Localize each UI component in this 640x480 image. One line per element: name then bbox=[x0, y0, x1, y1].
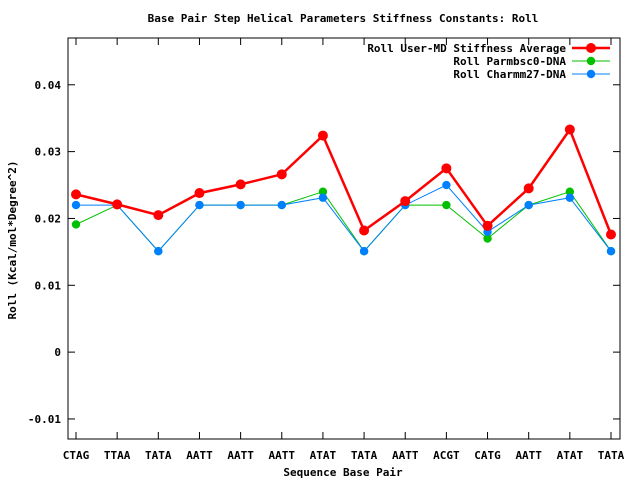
y-axis-ticks: -0.01 0 0.01 0.02 0.03 0.04 bbox=[28, 79, 620, 426]
y-axis-label: Roll (Kcal/mol*Degree^2) bbox=[6, 161, 19, 320]
data-point bbox=[318, 187, 328, 196]
chart-title: Base Pair Step Helical Parameters Stiffn… bbox=[148, 12, 539, 25]
data-point bbox=[153, 210, 164, 221]
data-point bbox=[195, 200, 204, 210]
series-line bbox=[76, 184, 612, 252]
x-tick-label: AATT bbox=[186, 449, 213, 462]
data-point bbox=[564, 124, 575, 135]
x-tick-label: TATA bbox=[598, 449, 625, 462]
legend-label: Roll Charmm27-DNA bbox=[453, 68, 566, 81]
data-point bbox=[71, 200, 81, 210]
legend-label: Roll Parmbsc0-DNA bbox=[453, 55, 566, 68]
y-tick-label: 0.01 bbox=[35, 279, 62, 292]
data-point bbox=[400, 196, 411, 207]
data-point bbox=[524, 200, 533, 210]
series-3 bbox=[71, 180, 616, 256]
plot-border bbox=[67, 37, 621, 440]
data-point bbox=[112, 199, 123, 210]
y-tick-label: 0.02 bbox=[35, 212, 62, 225]
data-point bbox=[276, 169, 287, 180]
data-point bbox=[442, 200, 451, 210]
y-tick-label: 0 bbox=[54, 346, 61, 359]
data-point bbox=[442, 180, 451, 190]
x-axis-ticks: CTAG TTAA TATA AATT AATT AATT ATAT TATA AATT ACGT… bbox=[63, 38, 625, 462]
data-point bbox=[317, 130, 328, 141]
data-point bbox=[565, 193, 575, 202]
data-point bbox=[606, 246, 616, 256]
x-tick-label: ACGT bbox=[433, 449, 460, 462]
legend-marker bbox=[586, 69, 596, 79]
data-point bbox=[523, 183, 534, 194]
data-point bbox=[71, 189, 81, 200]
data-point bbox=[483, 234, 492, 243]
y-tick-label: 0.04 bbox=[35, 79, 62, 92]
x-axis-label: Sequence Base Pair bbox=[283, 466, 403, 479]
data-point bbox=[318, 193, 328, 202]
data-point bbox=[359, 246, 369, 256]
series-1 bbox=[71, 124, 616, 240]
legend-marker bbox=[586, 56, 596, 66]
x-tick-label: AATT bbox=[515, 449, 542, 462]
y-tick-label: 0.03 bbox=[35, 146, 62, 159]
legend-label: Roll User-MD Stiffness Average bbox=[367, 42, 566, 55]
data-point bbox=[606, 229, 616, 240]
x-tick-label: ATAT bbox=[557, 449, 584, 462]
x-tick-label: CTAG bbox=[63, 449, 90, 462]
data-point bbox=[71, 220, 81, 229]
series-line bbox=[75, 191, 612, 253]
y-tick-label: -0.01 bbox=[28, 413, 61, 426]
data-point bbox=[154, 246, 163, 256]
x-tick-label: AATT bbox=[227, 449, 254, 462]
x-tick-label: CATG bbox=[474, 449, 501, 462]
series-layer bbox=[71, 124, 616, 256]
data-point bbox=[194, 188, 205, 199]
x-tick-label: AATT bbox=[269, 449, 296, 462]
legend-marker bbox=[586, 43, 596, 53]
data-point bbox=[565, 187, 575, 196]
data-point bbox=[482, 220, 493, 231]
x-tick-label: TATA bbox=[145, 449, 172, 462]
x-tick-label: TTAA bbox=[104, 449, 131, 462]
x-tick-label: TATA bbox=[351, 449, 378, 462]
series-line bbox=[75, 126, 613, 235]
x-tick-label: ATAT bbox=[310, 449, 337, 462]
x-tick-label: AATT bbox=[392, 449, 419, 462]
data-point bbox=[236, 200, 245, 210]
data-point bbox=[235, 179, 246, 190]
data-point bbox=[441, 163, 452, 174]
data-point bbox=[359, 225, 370, 236]
data-point bbox=[277, 200, 286, 210]
